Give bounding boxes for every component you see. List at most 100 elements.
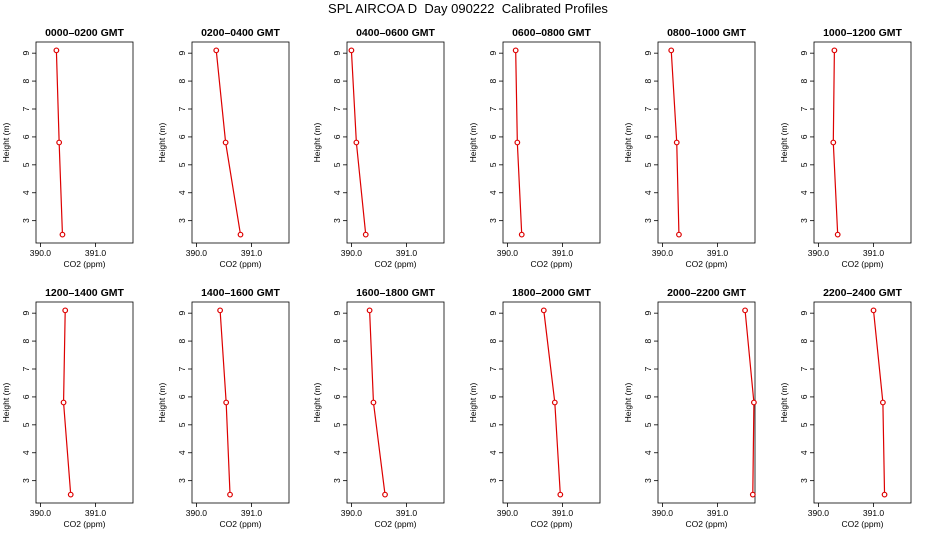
y-tick-label: 4 [177,450,187,455]
x-axis-label: CO2 (ppm) [841,519,883,529]
x-tick-label: 391.0 [863,248,885,258]
profile-panel-10: 1800–2000 GMT 390.0 391.0 3 4 5 6 7 8 9 CO2 (ppm) H… [468,287,601,529]
y-tick-label: 5 [21,162,31,167]
plot-frame [813,301,912,504]
y-tick-label: 4 [488,190,498,195]
profile-point [222,139,229,146]
profile-point [750,399,757,406]
y-tick-label: 8 [177,78,187,83]
x-tick-label: 390.0 [497,508,519,518]
profile-point [540,307,547,314]
y-tick-label: 8 [799,78,809,83]
y-tick-label: 4 [643,450,653,455]
x-tick-label: 390.0 [341,508,363,518]
y-tick-label: 3 [332,218,342,223]
y-tick-label: 8 [332,338,342,343]
y-tick-label: 6 [488,134,498,139]
y-axis-label: Height (m) [1,123,11,163]
profile-point [348,47,355,54]
x-tick-label: 391.0 [396,508,418,518]
y-tick-label: 8 [643,338,653,343]
y-tick-label: 9 [177,311,187,316]
y-axis-label: Height (m) [157,383,167,423]
y-tick-label: 9 [488,311,498,316]
panel-title: 0800–1000 GMT [667,27,746,39]
y-tick-label: 4 [177,190,187,195]
y-tick-label: 8 [177,338,187,343]
x-axis-label: CO2 (ppm) [841,259,883,269]
panel-title: 1800–2000 GMT [512,287,591,299]
y-tick-label: 6 [21,134,31,139]
profile-point [551,399,558,406]
y-tick-label: 3 [799,478,809,483]
y-tick-label: 6 [799,134,809,139]
y-tick-label: 5 [799,162,809,167]
y-tick-label: 9 [799,51,809,56]
profile-point [668,47,675,54]
profile-point [676,231,682,238]
y-axis-label: Height (m) [468,123,478,163]
y-tick-label: 6 [21,394,31,399]
y-tick-label: 3 [21,478,31,483]
y-tick-label: 3 [21,218,31,223]
profile-panel-11: 2000–2200 GMT 390.0 391.0 3 4 5 6 7 8 9 CO2 (ppm) H… [623,287,757,529]
x-tick-label: 390.0 [808,248,830,258]
x-axis-label: CO2 (ppm) [219,519,261,529]
y-tick-label: 5 [488,422,498,427]
profile-point [59,231,66,238]
plot-frame [657,301,756,504]
y-tick-label: 7 [643,106,653,111]
y-tick-label: 3 [643,218,653,223]
profile-panel-8: 1400–1600 GMT 390.0 391.0 3 4 5 6 7 8 9 CO2 (ppm) H… [157,287,290,529]
y-tick-label: 7 [177,366,187,371]
profile-panel-2: 0200–0400 GMT 390.0 391.0 3 4 5 6 7 8 9 CO2 (ppm) H… [157,27,290,269]
x-tick-label: 391.0 [707,508,729,518]
x-tick-label: 390.0 [497,248,519,258]
x-tick-label: 391.0 [863,508,885,518]
y-tick-label: 7 [21,366,31,371]
profile-point [512,47,519,54]
y-axis-label: Height (m) [779,383,789,423]
x-tick-label: 391.0 [241,508,263,518]
x-axis-label: CO2 (ppm) [374,259,416,269]
y-axis-label: Height (m) [312,383,322,423]
panel-title: 0400–0600 GMT [356,27,435,39]
x-tick-label: 390.0 [808,508,830,518]
y-tick-label: 5 [488,162,498,167]
plot-frame [502,301,601,504]
profile-point [673,139,680,146]
y-tick-label: 7 [799,366,809,371]
y-tick-label: 8 [488,78,498,83]
y-tick-label: 7 [332,366,342,371]
y-tick-label: 7 [488,106,498,111]
y-axis-label: Height (m) [1,383,11,423]
panel-title: 0600–0800 GMT [512,27,591,39]
y-tick-label: 7 [488,366,498,371]
y-tick-label: 4 [799,450,809,455]
y-axis-label: Height (m) [468,383,478,423]
y-tick-label: 9 [488,51,498,56]
y-tick-label: 4 [643,190,653,195]
y-tick-label: 8 [799,338,809,343]
profile-panel-3: 0400–0600 GMT 390.0 391.0 3 4 5 6 7 8 9 CO2 (ppm) H… [312,27,445,269]
profile-point [237,231,244,238]
x-axis-label: CO2 (ppm) [63,519,105,529]
y-tick-label: 8 [488,338,498,343]
y-tick-label: 4 [21,190,31,195]
profile-point [62,307,69,314]
profile-point [60,399,67,406]
plot-frame [191,301,290,504]
y-tick-label: 3 [643,478,653,483]
y-tick-label: 6 [332,394,342,399]
y-tick-label: 3 [177,478,187,483]
x-tick-label: 391.0 [396,248,418,258]
x-axis-label: CO2 (ppm) [685,519,727,529]
profile-point [870,307,877,314]
profile-point [213,47,220,54]
y-tick-label: 6 [177,394,187,399]
plot-frame [35,41,134,244]
profile-point [227,491,233,498]
profile-point [382,491,388,498]
y-tick-label: 3 [488,218,498,223]
